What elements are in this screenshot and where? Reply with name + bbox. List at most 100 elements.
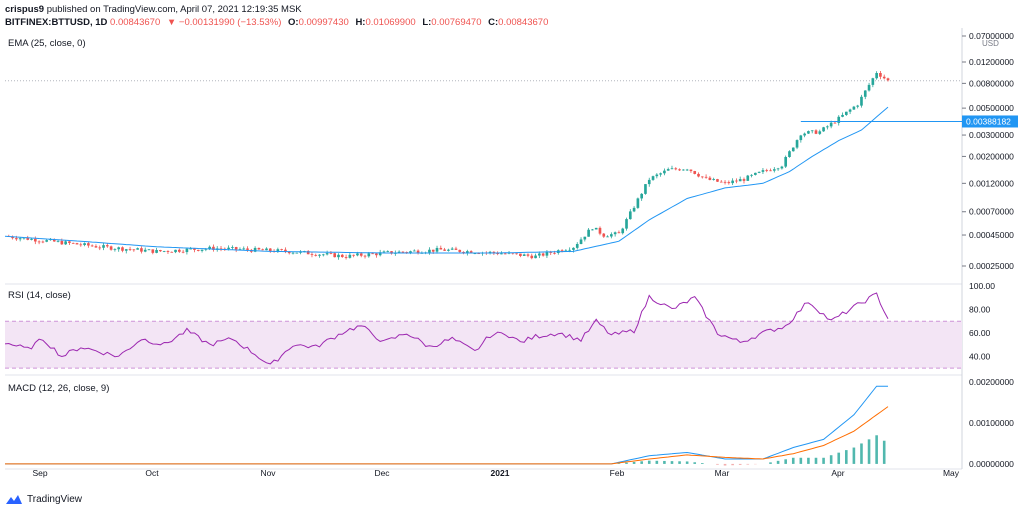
candle-body <box>856 105 860 107</box>
candle-body <box>109 246 113 250</box>
macd-histogram-bar <box>822 457 825 464</box>
candle-body <box>587 229 590 237</box>
candle-body <box>871 78 875 85</box>
candle-body <box>170 251 174 253</box>
macd-histogram-bar <box>738 463 742 465</box>
candle-body <box>826 126 829 128</box>
time-tick-label: 2021 <box>491 468 510 478</box>
candle-body <box>33 238 37 242</box>
last-price: 0.00843670 <box>110 17 161 28</box>
candle-body <box>492 251 496 253</box>
candle-body <box>75 243 79 245</box>
candle-body <box>803 133 806 136</box>
candle-body <box>644 184 647 194</box>
time-tick-label: Nov <box>260 468 276 478</box>
candle-body <box>833 122 837 124</box>
candle-body <box>613 232 617 235</box>
candle-body <box>579 239 583 245</box>
candle-body <box>268 248 272 252</box>
candle-body <box>22 237 26 239</box>
candle-body <box>712 179 716 180</box>
time-tick-label: May <box>943 468 960 478</box>
candle-body <box>473 253 477 255</box>
candle-body <box>685 169 689 171</box>
close-value: 0.00843670 <box>498 17 549 28</box>
candle-body <box>655 174 659 177</box>
candle-body <box>405 252 409 253</box>
candle-body <box>132 249 136 251</box>
price-tick-label: 0.00045000 <box>969 230 1014 240</box>
macd-histogram-bar <box>640 461 643 464</box>
candle-body <box>742 179 746 181</box>
candle-body <box>791 147 795 152</box>
candle-body <box>174 249 177 253</box>
candle-body <box>265 248 268 251</box>
candle-body <box>564 250 568 252</box>
candle-body <box>348 254 352 258</box>
candle-body <box>105 245 109 247</box>
candle-body <box>769 170 772 172</box>
candle-body <box>26 237 30 240</box>
candle-body <box>284 249 287 252</box>
high-value: 0.01069900 <box>365 17 416 28</box>
candle-body <box>610 234 613 237</box>
candle-body <box>431 249 435 252</box>
author-name[interactable]: crispus9 <box>5 4 45 15</box>
candle-body <box>98 247 102 249</box>
candle-body <box>689 169 693 172</box>
candle-body <box>113 249 117 251</box>
candle-body <box>11 236 14 239</box>
candle-body <box>788 151 791 157</box>
macd-histogram-bar <box>716 463 719 465</box>
candle-body <box>511 252 515 254</box>
candle-body <box>94 246 98 248</box>
candle-body <box>659 173 662 175</box>
time-tick-label: Sep <box>32 468 47 478</box>
macd-histogram-bar <box>663 460 666 464</box>
candle-body <box>545 251 549 256</box>
candle-body <box>356 253 359 256</box>
rsi-tick-label: 60.00 <box>969 328 991 338</box>
candle-body <box>234 247 238 250</box>
candle-body <box>807 131 810 134</box>
candle-body <box>287 251 291 254</box>
candle-body <box>852 106 856 110</box>
candle-body <box>731 180 734 184</box>
candle-body <box>841 114 844 117</box>
candle-body <box>761 170 765 172</box>
candle-body <box>204 248 208 250</box>
candle-body <box>602 233 606 237</box>
candle-body <box>45 240 49 242</box>
candle-body <box>560 250 564 252</box>
candle-body <box>663 170 666 174</box>
candle-body <box>666 169 670 171</box>
candle-body <box>583 236 587 240</box>
candle-body <box>37 241 41 243</box>
rsi-tick-label: 80.00 <box>969 304 991 314</box>
candle-body <box>363 255 367 257</box>
symbol-label: BITFINEX:BTTUSD, 1D <box>5 17 108 28</box>
candle-body <box>52 239 56 242</box>
candle-body <box>79 244 83 246</box>
candle-body <box>575 244 579 248</box>
macd-histogram-bar <box>625 462 628 464</box>
footer-brand[interactable]: TradingView <box>5 494 82 505</box>
candle-body <box>507 252 511 254</box>
candle-body <box>295 252 299 254</box>
candle-body <box>18 238 22 240</box>
price-change: ▼ −0.00131990 (−13.53%) <box>166 17 282 28</box>
candle-body <box>147 249 151 251</box>
candle-body <box>337 254 340 258</box>
candle-body <box>757 171 761 173</box>
candle-body <box>382 251 386 253</box>
candle-body <box>87 243 90 246</box>
candle-body <box>64 241 67 245</box>
price-tick-label: 0.07000000 <box>969 31 1014 41</box>
rsi-tick-label: 100.00 <box>969 281 995 291</box>
candle-body <box>606 236 609 238</box>
candle-body <box>621 228 625 234</box>
candle-body <box>416 250 420 254</box>
candle-body <box>322 254 325 256</box>
candle-body <box>882 76 886 79</box>
